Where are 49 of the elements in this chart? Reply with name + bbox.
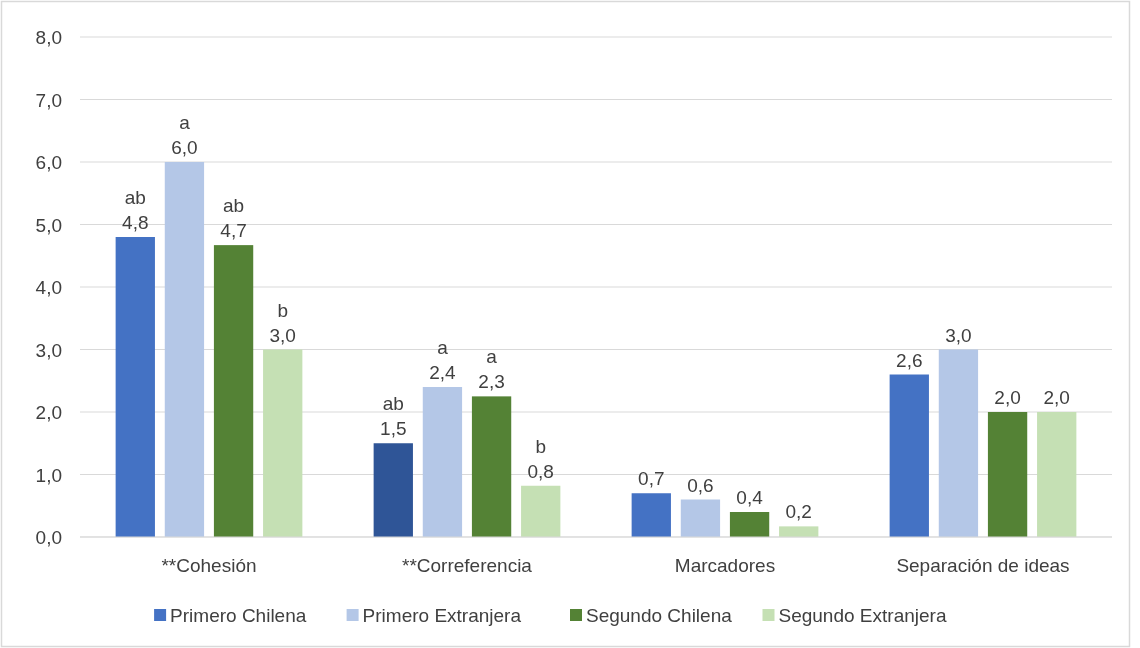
data-label: ab 1,5 [380, 393, 407, 440]
data-label: 2,6 [896, 349, 923, 371]
legend-label: Primero Chilena [170, 605, 307, 626]
y-tick-label: 2,0 [35, 402, 62, 423]
data-label: 3,0 [945, 324, 972, 346]
bar [729, 512, 770, 537]
bar [164, 162, 205, 537]
legend-label: Primero Extranjera [362, 605, 522, 626]
bar [779, 526, 819, 537]
y-tick-label: 0,0 [35, 527, 62, 548]
legend-label: Segundo Extranjera [778, 605, 947, 626]
bar [680, 499, 721, 537]
y-tick-label: 7,0 [35, 89, 62, 111]
bar [263, 349, 303, 537]
y-tick-label: 8,0 [35, 27, 62, 48]
data-label: 0,7 [638, 468, 665, 490]
y-tick-label: 3,0 [35, 339, 62, 361]
x-tick-label: Separación de ideas [896, 555, 1070, 576]
x-tick-label: **Cohesión [161, 555, 257, 576]
data-label: 2,0 [1043, 387, 1070, 408]
bar [938, 349, 979, 537]
bar [987, 412, 1028, 537]
bar [521, 485, 561, 537]
data-label: 0,4 [736, 487, 764, 508]
data-label: b 0,8 [527, 435, 554, 482]
legend-label: Segundo Chilena [586, 605, 733, 626]
bar [471, 396, 512, 537]
data-label: a 2,3 [478, 346, 505, 393]
data-label: ab 4,7 [220, 195, 247, 242]
y-tick-label: 1,0 [35, 464, 62, 486]
data-label: ab 4,8 [122, 187, 149, 233]
x-tick-label: **Correferencia [402, 555, 533, 576]
data-label: 0,2 [785, 501, 812, 523]
bar [115, 237, 155, 537]
data-label: 0,6 [687, 474, 714, 496]
data-label: a 6,0 [171, 112, 198, 158]
bar [1037, 412, 1077, 537]
x-tick-label: Marcadores [674, 555, 776, 576]
y-tick-label: 6,0 [35, 152, 62, 173]
bar [373, 443, 413, 537]
data-label: 2,0 [994, 387, 1021, 408]
bar [889, 374, 929, 537]
y-tick-label: 5,0 [35, 214, 62, 236]
bar [422, 387, 463, 537]
bar [631, 493, 671, 537]
bar [213, 245, 254, 537]
y-tick-label: 4,0 [35, 277, 62, 298]
data-label: b 3,0 [269, 299, 296, 346]
data-label: a 2,4 [429, 337, 457, 383]
